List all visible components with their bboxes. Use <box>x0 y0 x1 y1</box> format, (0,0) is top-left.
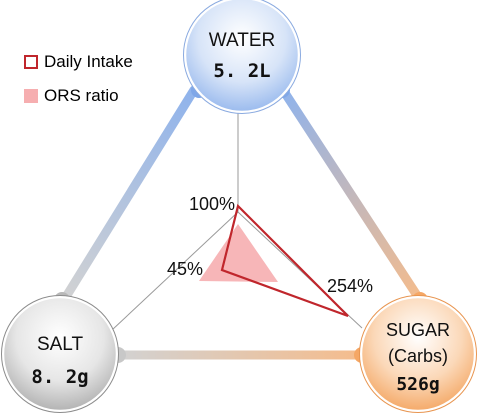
legend-label-daily-intake: Daily Intake <box>44 52 133 71</box>
sugar-node: SUGAR (Carbs) 526g <box>359 295 477 413</box>
percent-label-water: 100% <box>189 194 235 214</box>
percent-label-salt: 45% <box>167 259 203 279</box>
axis-salt <box>111 211 239 331</box>
sugar-name: SUGAR <box>386 320 450 340</box>
salt-value: 8. 2g <box>31 366 88 388</box>
legend: Daily Intake ORS ratio <box>24 52 164 112</box>
salt-name: SALT <box>37 334 84 355</box>
edge-water-sugar <box>278 85 425 305</box>
legend-item-ors-ratio: ORS ratio <box>24 86 119 106</box>
salt-node: SALT 8. 2g <box>1 295 119 413</box>
water-value: 5. 2L <box>213 60 270 82</box>
edge-water-salt <box>59 85 199 305</box>
ors-ratio-area <box>199 224 278 282</box>
percent-label-sugar: 254% <box>327 276 373 296</box>
legend-item-daily-intake: Daily Intake <box>24 52 133 72</box>
water-name: WATER <box>209 30 276 51</box>
daily-intake-swatch <box>24 55 38 69</box>
legend-label-ors-ratio: ORS ratio <box>44 86 119 105</box>
daily-intake-outline <box>220 203 349 318</box>
ors-ratio-swatch <box>24 89 38 103</box>
sugar-value: 526g <box>396 374 439 395</box>
water-node: WATER 5. 2L <box>183 0 301 114</box>
sugar-subname: (Carbs) <box>388 346 448 366</box>
